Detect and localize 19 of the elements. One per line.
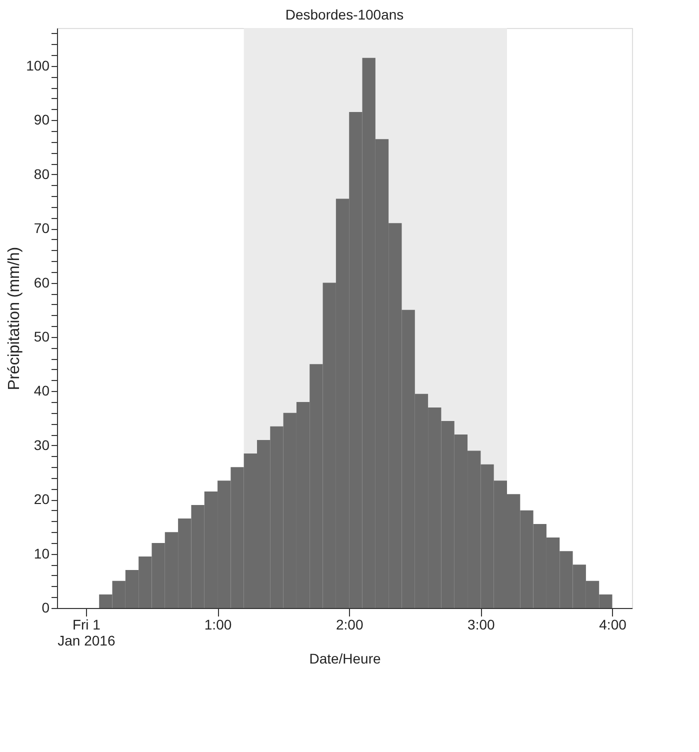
x-tick-label: 4:00 bbox=[599, 616, 627, 632]
chart-title: Desbordes-100ans bbox=[285, 6, 404, 22]
y-tick-label: 80 bbox=[34, 166, 50, 182]
y-tick-label: 60 bbox=[34, 274, 50, 290]
x-axis-title: Date/Heure bbox=[309, 650, 382, 666]
y-tick-label: 50 bbox=[34, 328, 50, 344]
y-tick-label: 20 bbox=[34, 491, 50, 508]
y-tick-label: 100 bbox=[26, 57, 50, 74]
y-tick-label: 30 bbox=[34, 436, 50, 453]
y-tick-label: 90 bbox=[34, 112, 50, 128]
x-tick-label: Fri 1 Jan 2016 bbox=[58, 616, 116, 648]
y-axis-title: Précipitation (mm/h) bbox=[6, 246, 24, 390]
y-tick-label: 40 bbox=[34, 382, 50, 399]
y-tick-label: 70 bbox=[34, 220, 50, 236]
y-tick-label: 10 bbox=[34, 545, 50, 562]
x-tick-label: 3:00 bbox=[468, 616, 496, 632]
x-tick-label: 2:00 bbox=[336, 616, 364, 632]
y-tick-label: 0 bbox=[42, 600, 50, 616]
x-tick-label: 1:00 bbox=[204, 616, 232, 632]
